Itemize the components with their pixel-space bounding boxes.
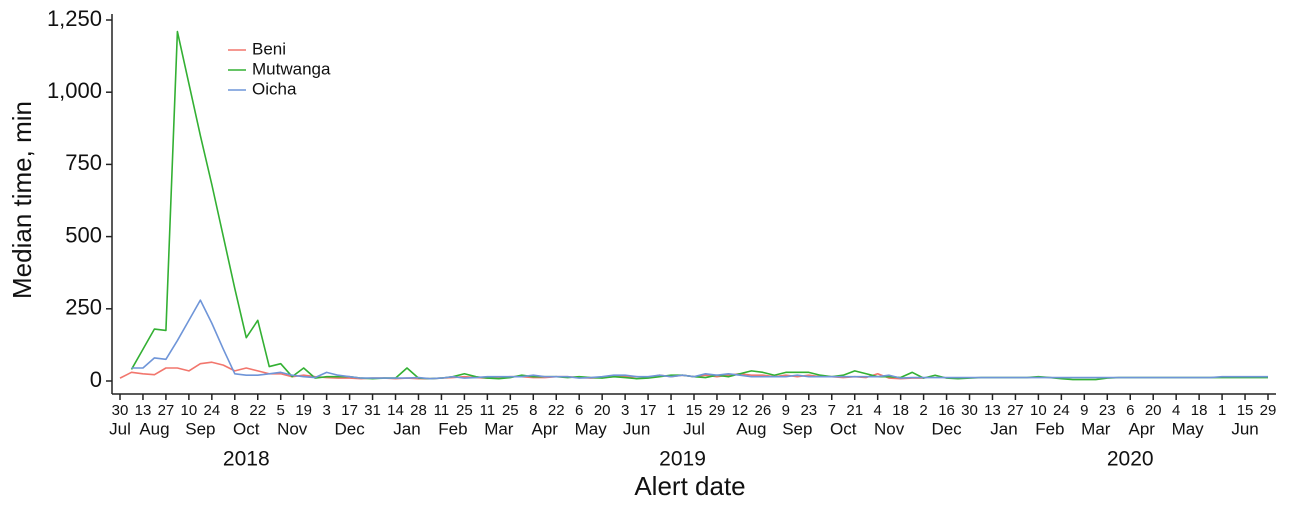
x-tick-label: 10 [1030,402,1047,419]
legend-label: Beni [252,39,286,58]
x-tick-label: 31 [364,402,381,419]
x-tick-label: 15 [1237,402,1254,419]
x-month-label: Dec [931,419,962,438]
y-tick-label: 500 [65,222,102,247]
x-axis-title: Alert date [634,471,745,501]
x-month-label: May [1172,419,1205,438]
x-tick-label: 2 [919,402,927,419]
x-month-label: Apr [1128,419,1155,438]
x-tick-label: 8 [529,402,537,419]
x-month-label: Jul [683,419,705,438]
x-tick-label: 28 [410,402,427,419]
legend-label: Oicha [252,79,297,98]
x-tick-label: 12 [732,402,749,419]
x-tick-label: 24 [203,402,220,419]
y-tick-label: 1,250 [47,6,102,31]
x-tick-label: 30 [112,402,129,419]
legend-label: Mutwanga [252,59,331,78]
x-tick-label: 1 [667,402,675,419]
y-axis-title: Median time, min [7,101,37,299]
x-tick-label: 20 [1145,402,1162,419]
x-tick-label: 5 [277,402,285,419]
x-tick-label: 14 [387,402,404,419]
x-tick-label: 11 [480,402,496,419]
x-tick-label: 9 [782,402,790,419]
x-tick-label: 3 [621,402,629,419]
x-year-label: 2020 [1107,448,1154,471]
x-tick-label: 20 [594,402,611,419]
x-tick-label: 4 [1172,402,1180,419]
x-tick-label: 25 [456,402,473,419]
x-month-label: Sep [185,419,215,438]
x-month-label: Aug [736,419,766,438]
x-month-label: Jan [393,419,420,438]
x-tick-label: 3 [322,402,330,419]
x-tick-label: 22 [548,402,565,419]
x-tick-label: 27 [158,402,175,419]
x-tick-label: 16 [938,402,955,419]
x-month-label: Nov [277,419,308,438]
x-month-label: Dec [334,419,365,438]
x-month-label: May [575,419,608,438]
x-month-label: Jun [1231,419,1258,438]
x-month-label: Feb [438,419,467,438]
series-line [131,299,1268,380]
x-month-label: Mar [484,419,514,438]
x-tick-label: 19 [295,402,312,419]
x-tick-label: 6 [575,402,583,419]
x-tick-label: 17 [341,402,358,419]
x-month-label: Aug [139,419,169,438]
x-tick-label: 13 [984,402,1001,419]
x-tick-label: 30 [961,402,978,419]
x-tick-label: 23 [800,402,817,419]
y-tick-label: 750 [65,150,102,175]
x-tick-label: 7 [828,402,836,419]
x-tick-label: 6 [1126,402,1134,419]
series-line [130,30,1268,381]
x-month-label: Jul [109,419,131,438]
y-tick-label: 1,000 [47,78,102,103]
x-tick-label: 27 [1007,402,1024,419]
x-tick-label: 26 [755,402,772,419]
x-month-label: Jan [990,419,1017,438]
x-month-label: Mar [1081,419,1111,438]
x-tick-label: 17 [640,402,657,419]
x-tick-label: 29 [1260,402,1277,419]
x-tick-label: 23 [1099,402,1116,419]
x-tick-label: 9 [1080,402,1088,419]
x-month-label: Sep [782,419,812,438]
y-tick-label: 0 [90,367,102,392]
x-month-label: Nov [874,419,905,438]
x-tick-label: 24 [1053,402,1070,419]
x-month-label: Apr [532,419,559,438]
x-tick-label: 21 [846,402,863,419]
x-tick-label: 1 [1218,402,1226,419]
x-tick-label: 22 [249,402,266,419]
x-tick-label: 18 [892,402,909,419]
x-month-label: Oct [233,419,260,438]
x-tick-label: 18 [1191,402,1208,419]
x-tick-label: 13 [135,402,152,419]
x-tick-label: 29 [709,402,726,419]
x-tick-label: 11 [434,402,450,419]
x-year-label: 2019 [659,448,706,471]
x-tick-label: 15 [686,402,703,419]
y-tick-label: 250 [65,295,102,320]
x-tick-label: 8 [231,402,239,419]
x-tick-label: 4 [874,402,882,419]
x-month-label: Feb [1035,419,1064,438]
x-year-label: 2018 [223,448,270,471]
x-tick-label: 10 [181,402,198,419]
x-month-label: Oct [830,419,857,438]
x-month-label: Jun [623,419,650,438]
x-tick-label: 25 [502,402,519,419]
